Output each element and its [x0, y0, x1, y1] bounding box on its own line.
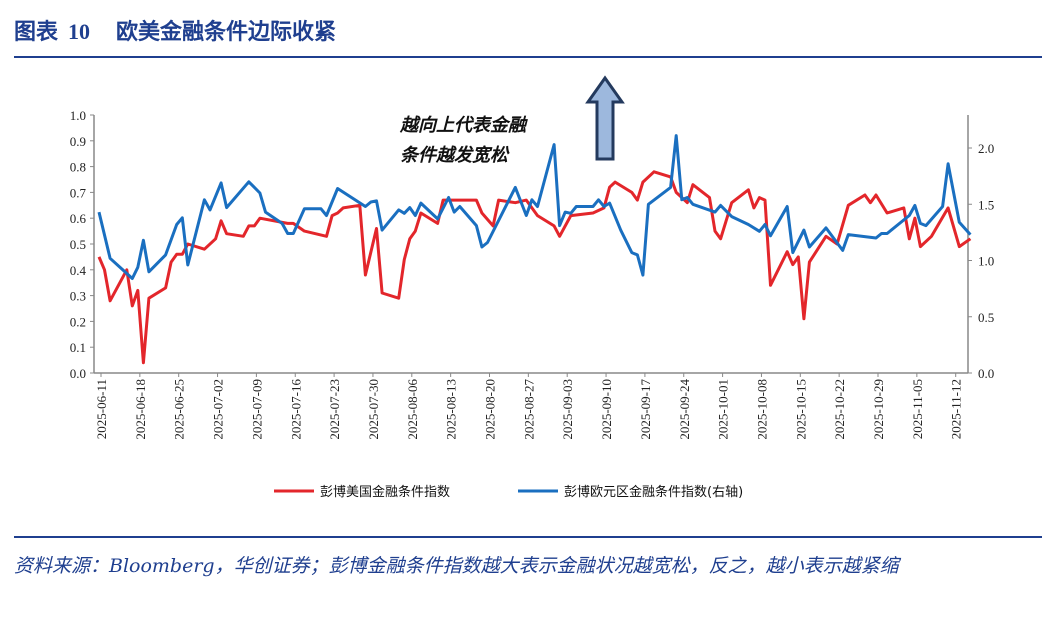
- x-tick-label: 2025-07-02: [211, 379, 226, 440]
- euro-fci-line: [97, 134, 972, 280]
- legend-label: 彭博欧元区金融条件指数(右轴): [564, 484, 743, 500]
- left-tick-label: 0.4: [70, 263, 87, 278]
- us-fci-line: [97, 170, 972, 365]
- x-tick-label: 2025-07-23: [327, 379, 342, 440]
- x-tick-label: 2025-11-05: [910, 379, 925, 439]
- right-tick-label: 1.5: [978, 197, 994, 212]
- left-tick-label: 0.8: [70, 160, 86, 175]
- x-tick-label: 2025-10-29: [871, 379, 886, 440]
- left-tick-label: 0.2: [70, 314, 86, 329]
- x-tick-label: 2025-09-24: [677, 379, 692, 440]
- left-tick-label: 0.7: [70, 185, 87, 200]
- left-tick-label: 0.5: [70, 237, 86, 252]
- figure-number: 10: [68, 19, 91, 44]
- left-tick-label: 0.6: [70, 211, 87, 226]
- legend-label: 彭博美国金融条件指数: [320, 484, 450, 500]
- x-tick-label: 2025-06-18: [133, 379, 148, 440]
- figure-title: 图表 10 欧美金融条件边际收紧: [14, 14, 336, 46]
- x-tick-label: 2025-08-27: [521, 379, 536, 440]
- x-tick-label: 2025-10-01: [716, 379, 731, 440]
- x-tick-label: 2025-10-22: [832, 379, 847, 440]
- x-tick-label: 2025-09-17: [638, 379, 653, 440]
- x-tick-label: 2025-09-10: [599, 379, 614, 440]
- up-arrow-icon: [585, 75, 625, 161]
- left-tick-label: 0.3: [70, 289, 86, 304]
- x-tick-label: 2025-10-15: [793, 379, 808, 440]
- left-tick-label: 0.0: [70, 366, 86, 381]
- x-tick-label: 2025-11-12: [949, 379, 964, 439]
- x-tick-label: 2025-06-11: [94, 379, 109, 439]
- line-chart: 0.0 0.1 0.2 0.3 0.4 0.5 0.6 0.7 0.8 0.9 1.0 0.0 0.5 1…: [70, 75, 994, 500]
- footer-divider: [14, 536, 1042, 538]
- source-note: 资料来源：Bloomberg，华创证券；彭博金融条件指数越大表示金融状况越宽松，…: [14, 555, 899, 577]
- x-tick-label: 2025-08-06: [405, 379, 420, 440]
- figure-label: 图表: [14, 20, 59, 45]
- x-tick-label: 2025-07-30: [366, 379, 381, 440]
- left-tick-label: 0.9: [70, 134, 86, 149]
- figure-title-text: 欧美金融条件边际收紧: [116, 20, 337, 45]
- title-divider: [14, 56, 1042, 58]
- x-tick-label: 2025-07-16: [288, 379, 303, 440]
- left-tick-label: 0.1: [70, 340, 86, 355]
- x-tick-label: 2025-06-25: [172, 379, 187, 440]
- x-tick-label: 2025-07-09: [249, 379, 264, 440]
- right-tick-label: 1.0: [978, 254, 994, 269]
- annotation-line-1: 越向上代表金融: [399, 115, 528, 136]
- left-tick-label: 1.0: [70, 108, 86, 123]
- x-tick-label: 2025-08-13: [444, 379, 459, 440]
- x-tick-label: 2025-10-08: [754, 379, 769, 440]
- right-tick-label: 0.0: [978, 366, 994, 381]
- right-tick-label: 0.5: [978, 310, 994, 325]
- annotation-line-2: 条件越发宽松: [400, 145, 510, 166]
- right-tick-label: 2.0: [978, 141, 994, 156]
- x-tick-label: 2025-09-03: [560, 379, 575, 440]
- x-tick-label: 2025-08-20: [483, 379, 498, 440]
